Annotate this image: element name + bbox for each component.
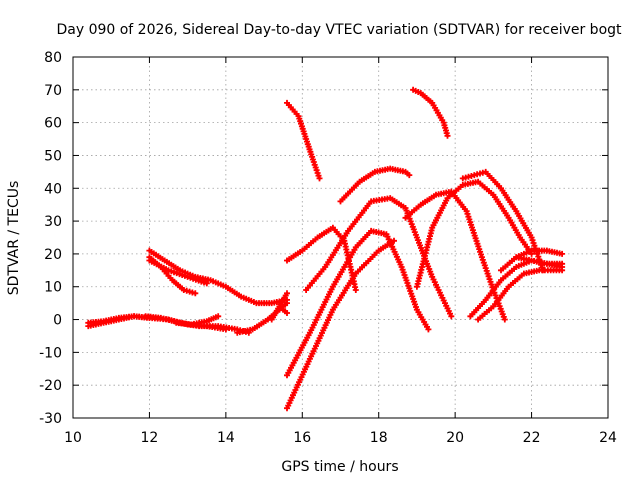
data-point	[444, 132, 451, 139]
x-tick-label: 16	[293, 430, 311, 446]
data-point	[559, 250, 566, 257]
x-tick-label: 14	[217, 430, 235, 446]
data-point	[192, 290, 199, 297]
series-arc-16	[337, 165, 413, 205]
chart-title: Day 090 of 2026, Sidereal Day-to-day VTE…	[56, 22, 622, 38]
x-tick-label: 10	[64, 430, 82, 446]
series-arc-11	[284, 99, 323, 182]
series-arc-15	[303, 195, 455, 320]
y-tick-label: -10	[39, 345, 62, 361]
series-arc-17	[410, 86, 451, 139]
data-point	[425, 326, 432, 333]
series-arc-24	[513, 254, 566, 267]
series-arc-7	[146, 257, 210, 287]
y-tick-label: 70	[44, 83, 62, 99]
series-arc-22	[475, 267, 566, 323]
y-tick-label: 50	[44, 148, 62, 164]
x-tick-label: 12	[141, 430, 159, 446]
series-arc-12	[284, 224, 359, 293]
data-point	[501, 316, 508, 323]
series-arc-2	[85, 313, 153, 326]
y-tick-label: 20	[44, 247, 62, 263]
y-tick-label: 0	[53, 313, 62, 329]
data-series	[85, 86, 566, 412]
tick-labels: 10 12 14 16 18 20 22 24 -30 -20 -10 0 10 20 30 40 50 60 70…	[39, 50, 617, 446]
data-point	[448, 313, 455, 320]
y-tick-label: 40	[44, 181, 62, 197]
y-tick-label: 60	[44, 116, 62, 132]
x-axis-label: GPS time / hours	[281, 459, 398, 475]
data-point	[284, 310, 290, 316]
data-point	[391, 237, 397, 244]
data-point	[559, 260, 566, 267]
data-point	[284, 290, 290, 297]
y-axis-label: SDTVAR / TECUs	[6, 181, 22, 296]
series-arc-18	[402, 188, 508, 323]
y-tick-label: 80	[44, 50, 62, 66]
plot-frame	[72, 56, 609, 419]
data-point	[203, 280, 210, 287]
y-tick-label: -30	[39, 411, 62, 427]
data-point	[316, 175, 323, 182]
x-tick-label: 20	[446, 430, 464, 446]
series-arc-4	[173, 313, 222, 328]
series-arc-5	[146, 247, 290, 307]
data-point	[406, 172, 413, 179]
data-point	[352, 287, 359, 293]
y-tick-label: -20	[39, 378, 62, 394]
y-tick-label: 30	[44, 214, 62, 230]
series-arc-9	[268, 290, 290, 323]
data-point	[215, 313, 222, 320]
series-arc-10	[280, 306, 290, 316]
x-tick-label: 18	[370, 430, 388, 446]
series-arc-13	[284, 227, 432, 379]
data-point	[559, 267, 566, 274]
series-arc-14	[284, 237, 397, 412]
x-tick-label: 22	[523, 430, 541, 446]
y-tick-label: 10	[44, 280, 62, 296]
data-point	[284, 300, 290, 307]
x-tick-label: 24	[599, 430, 617, 446]
series-arc-19	[413, 178, 535, 290]
